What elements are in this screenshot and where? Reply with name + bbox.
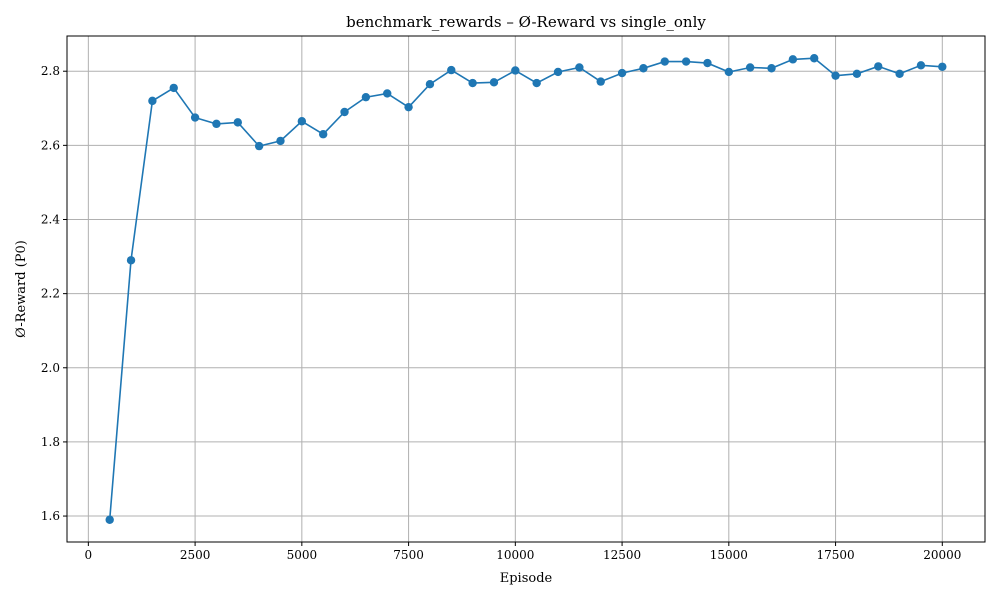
- data-point: [724, 67, 734, 77]
- data-point: [340, 107, 349, 117]
- data-point: [511, 66, 520, 75]
- data-point: [596, 77, 605, 86]
- data-point: [276, 136, 285, 146]
- data-point: [938, 62, 947, 71]
- data-point: [297, 117, 307, 126]
- data-point: [810, 54, 819, 63]
- x-tick-label: 7500: [393, 548, 424, 562]
- data-point: [404, 102, 413, 112]
- data-point: [532, 78, 541, 88]
- x-tick-label: 5000: [287, 548, 318, 562]
- data-point: [575, 63, 584, 72]
- data-point: [767, 64, 776, 73]
- data-point: [703, 58, 712, 68]
- data-point: [617, 68, 627, 78]
- y-tick-label: 2.8: [41, 64, 60, 78]
- data-point: [254, 141, 264, 151]
- data-point: [425, 79, 435, 89]
- data-point: [831, 71, 840, 80]
- y-tick-label: 2.2: [41, 287, 60, 301]
- y-tick-label: 2.4: [41, 212, 60, 226]
- series-line: [108, 57, 943, 520]
- data-point: [169, 83, 178, 93]
- x-tick-label: 10000: [496, 548, 534, 562]
- x-axis-label: Episode: [500, 571, 553, 586]
- grid: [67, 36, 985, 542]
- y-axis-label: Ø-Reward (P0): [14, 240, 29, 338]
- data-point: [916, 61, 926, 70]
- data-point: [383, 89, 392, 98]
- series: [105, 54, 947, 524]
- data-point: [233, 118, 242, 127]
- data-point: [212, 119, 221, 129]
- plot-frame: [66, 35, 986, 543]
- data-point: [126, 256, 136, 265]
- x-tick-label: 0: [85, 548, 93, 562]
- data-point: [660, 57, 669, 66]
- x-tick-label: 20000: [923, 548, 961, 562]
- y-tick-label: 1.6: [41, 509, 60, 523]
- data-point: [553, 67, 563, 77]
- data-point: [874, 62, 883, 71]
- data-point: [639, 64, 648, 73]
- data-point: [788, 55, 798, 64]
- data-point: [895, 69, 904, 79]
- data-point: [489, 78, 499, 87]
- x-tick-label: 12500: [603, 548, 641, 562]
- data-point: [190, 113, 200, 122]
- chart-title: benchmark_rewards – Ø-Reward vs single_o…: [346, 13, 706, 31]
- x-tick-label: 15000: [710, 548, 748, 562]
- data-point: [468, 78, 477, 88]
- y-tick-label: 2.0: [41, 361, 60, 375]
- y-tick-label: 2.6: [41, 138, 60, 152]
- x-tick-label: 2500: [180, 548, 211, 562]
- x-tick-label: 17500: [816, 548, 854, 562]
- data-point: [447, 65, 456, 75]
- data-point: [852, 69, 862, 79]
- data-point: [318, 130, 328, 139]
- y-tick-label: 1.8: [41, 435, 60, 449]
- axis-ticks: 0 2500 5000 7500 10000 12500 15000 17500 20000 1.…: [41, 64, 961, 562]
- data-point: [681, 57, 691, 66]
- data-point: [361, 92, 371, 102]
- data-point: [745, 63, 755, 72]
- data-point: [148, 96, 157, 106]
- data-point: [105, 515, 114, 524]
